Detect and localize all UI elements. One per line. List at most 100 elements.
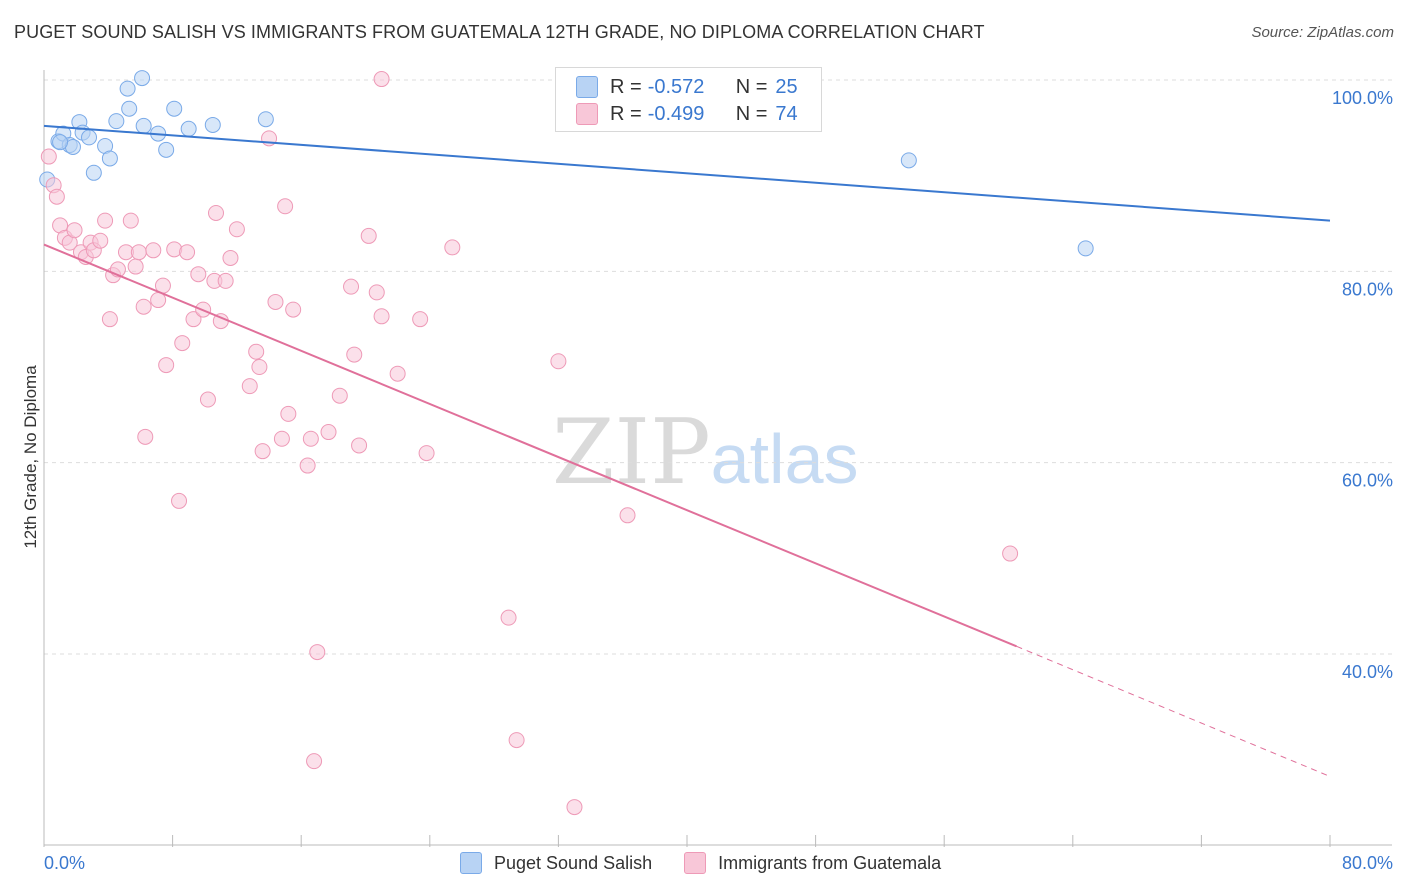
data-point-series-2 bbox=[331, 387, 348, 404]
data-point-series-2 bbox=[127, 258, 144, 275]
data-point-series-2 bbox=[158, 357, 175, 374]
data-point-series-1 bbox=[135, 117, 152, 134]
data-point-series-2 bbox=[273, 430, 290, 447]
legend-swatch-puget-sound-salish bbox=[460, 852, 482, 874]
legend-row-series-1: R = -0.572 N = 25 bbox=[576, 74, 798, 100]
data-point-series-2 bbox=[137, 428, 154, 445]
data-point-series-2 bbox=[373, 71, 390, 88]
legend-label-immigrants-from-guatemala: Immigrants from Guatemala bbox=[718, 852, 942, 873]
data-point-series-1 bbox=[85, 164, 102, 181]
watermark-atlas: atlas bbox=[710, 420, 859, 498]
x-tick-label: 80.0% bbox=[1342, 853, 1393, 873]
chart-source: Source: ZipAtlas.com bbox=[1251, 24, 1394, 41]
data-point-series-2 bbox=[254, 443, 271, 460]
legend-item-immigrants-from-guatemala: Immigrants from Guatemala bbox=[684, 852, 941, 874]
data-point-series-1 bbox=[158, 141, 175, 158]
x-tick-label: 0.0% bbox=[44, 853, 85, 873]
y-tick-label: 80.0% bbox=[1342, 279, 1393, 299]
data-point-series-2 bbox=[171, 492, 188, 509]
legend-row-series-2: R = -0.499 N = 74 bbox=[576, 101, 798, 127]
data-point-series-1 bbox=[108, 113, 125, 130]
data-point-series-2 bbox=[444, 239, 461, 256]
data-point-series-1 bbox=[257, 111, 274, 128]
legend-swatch-series-1 bbox=[576, 76, 598, 98]
data-point-series-1 bbox=[900, 152, 917, 169]
data-point-series-2 bbox=[309, 644, 326, 661]
data-point-series-2 bbox=[135, 298, 152, 315]
data-point-series-2 bbox=[66, 222, 83, 239]
data-point-series-2 bbox=[222, 249, 239, 266]
data-point-series-1 bbox=[166, 100, 183, 117]
data-point-series-2 bbox=[320, 424, 337, 441]
data-point-series-2 bbox=[248, 343, 265, 360]
legend-r-value: -0.499 bbox=[647, 102, 705, 125]
trend-line-series-2 bbox=[43, 243, 1017, 648]
data-point-series-2 bbox=[97, 212, 114, 229]
data-point-series-2 bbox=[500, 609, 517, 626]
series-legend: Puget Sound Salish Immigrants from Guate… bbox=[460, 852, 973, 874]
data-point-series-2 bbox=[174, 335, 191, 352]
data-point-series-2 bbox=[280, 405, 297, 422]
data-point-series-2 bbox=[48, 188, 65, 205]
y-tick-label: 60.0% bbox=[1342, 471, 1393, 491]
trend-line-series-1 bbox=[43, 124, 1331, 222]
legend-r-label: R = bbox=[610, 102, 642, 125]
data-point-series-2 bbox=[508, 732, 525, 749]
data-point-series-2 bbox=[208, 204, 225, 221]
data-point-series-2 bbox=[373, 308, 390, 325]
chart-title: PUGET SOUND SALISH VS IMMIGRANTS FROM GU… bbox=[14, 22, 985, 42]
data-point-series-2 bbox=[277, 198, 294, 215]
data-point-series-1 bbox=[81, 129, 98, 146]
legend-swatch-immigrants-from-guatemala bbox=[684, 852, 707, 874]
data-point-series-1 bbox=[119, 80, 136, 97]
data-point-series-2 bbox=[351, 437, 368, 454]
legend-n-value: 74 bbox=[775, 102, 798, 125]
data-point-series-1 bbox=[180, 120, 197, 137]
data-point-series-1 bbox=[101, 150, 118, 167]
data-point-series-2 bbox=[267, 293, 284, 310]
data-point-series-2 bbox=[566, 799, 583, 816]
data-point-series-2 bbox=[101, 311, 118, 328]
data-point-series-2 bbox=[179, 244, 196, 261]
data-point-series-2 bbox=[40, 148, 57, 165]
data-point-series-1 bbox=[1077, 240, 1094, 257]
data-point-series-2 bbox=[251, 359, 268, 375]
data-point-series-1 bbox=[134, 70, 151, 87]
data-point-series-2 bbox=[228, 221, 245, 238]
data-point-series-2 bbox=[412, 311, 429, 328]
data-point-series-1 bbox=[121, 100, 138, 117]
correlation-legend: R = -0.572 N = 25 R = -0.499 N = 74 bbox=[555, 67, 822, 132]
data-point-series-2 bbox=[306, 753, 323, 770]
data-point-series-2 bbox=[343, 278, 360, 295]
data-point-series-2 bbox=[302, 430, 319, 447]
data-point-series-2 bbox=[130, 244, 147, 261]
data-point-series-2 bbox=[92, 232, 109, 249]
data-point-series-1 bbox=[204, 116, 221, 133]
data-point-series-2 bbox=[360, 227, 377, 244]
data-point-series-1 bbox=[52, 134, 69, 151]
y-tick-label: 40.0% bbox=[1342, 662, 1393, 682]
legend-n-value: 25 bbox=[775, 75, 798, 98]
y-tick-label: 100.0% bbox=[1332, 88, 1393, 108]
legend-swatch-series-2 bbox=[576, 103, 598, 125]
trend-line-extension-series-2 bbox=[1016, 645, 1331, 777]
legend-r-label: R = bbox=[610, 75, 642, 98]
legend-n-label: N = bbox=[735, 102, 768, 125]
data-point-series-2 bbox=[299, 457, 316, 474]
data-point-series-2 bbox=[346, 346, 363, 363]
data-point-series-2 bbox=[1002, 545, 1019, 562]
data-point-series-2 bbox=[368, 284, 385, 301]
data-point-series-2 bbox=[389, 365, 406, 382]
legend-n-label: N = bbox=[735, 75, 768, 98]
data-point-series-2 bbox=[418, 445, 435, 462]
data-point-series-2 bbox=[190, 266, 207, 283]
data-point-series-2 bbox=[285, 301, 302, 318]
data-point-series-2 bbox=[145, 242, 162, 259]
data-point-series-2 bbox=[550, 353, 567, 370]
data-point-series-2 bbox=[217, 272, 234, 289]
legend-r-value: -0.572 bbox=[647, 75, 705, 98]
data-point-series-2 bbox=[241, 378, 258, 395]
data-point-series-2 bbox=[619, 507, 636, 524]
data-point-series-2 bbox=[185, 311, 202, 328]
